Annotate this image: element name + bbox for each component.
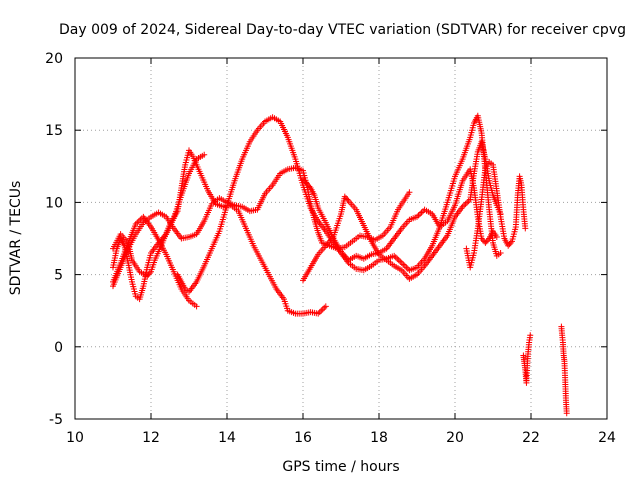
data-point: [417, 210, 424, 217]
data-point: [319, 306, 326, 313]
data-point: [563, 410, 570, 417]
data-point: [392, 254, 399, 261]
x-tick-label: 24: [598, 430, 616, 446]
series-track-9: [520, 332, 534, 386]
data-point: [305, 182, 312, 189]
data-point: [404, 265, 411, 272]
series-track-6: [300, 166, 500, 264]
data-point: [144, 273, 151, 280]
data-point: [201, 151, 208, 158]
y-tick-label: 5: [54, 268, 63, 284]
x-tick-label: 16: [294, 430, 312, 446]
data-point: [482, 239, 489, 246]
x-tick-label: 14: [218, 430, 236, 446]
grid-lines: [75, 58, 607, 419]
data-point: [406, 189, 413, 196]
y-tick-label: 10: [45, 195, 63, 211]
data-point: [301, 177, 308, 184]
data-point: [322, 303, 329, 310]
series-track-10: [558, 323, 570, 417]
data-point: [302, 179, 309, 186]
data-point: [395, 257, 402, 264]
data-point: [321, 304, 328, 311]
data-point: [522, 225, 529, 232]
data-point: [478, 235, 485, 242]
data-point: [145, 271, 152, 278]
data-point: [505, 242, 512, 249]
data-point: [507, 239, 514, 246]
data-point: [506, 241, 513, 248]
y-tick-label: -5: [49, 412, 63, 428]
data-point: [316, 309, 323, 316]
y-tick-label: 20: [45, 51, 63, 67]
series-track-7: [300, 138, 504, 284]
data-point: [300, 176, 306, 183]
x-tick-label: 22: [522, 430, 540, 446]
data-point: [401, 262, 408, 269]
data-point: [344, 196, 351, 203]
series-track-2: [110, 151, 208, 303]
series-track-3: [110, 147, 329, 317]
y-tick-label: 0: [54, 340, 63, 356]
data-point: [306, 183, 313, 190]
series-track-8: [463, 158, 529, 271]
series-track-1: [110, 164, 413, 290]
data-point: [343, 195, 350, 202]
data-point: [484, 236, 491, 243]
plot-area-border: [74, 57, 608, 420]
data-point: [464, 199, 471, 206]
x-axis-label: GPS time / hours: [282, 459, 399, 475]
x-tick-label: 10: [66, 430, 84, 446]
data-point: [398, 260, 405, 267]
data-point: [479, 236, 486, 243]
data-point: [527, 332, 534, 339]
data-point: [400, 261, 407, 268]
data-point: [303, 180, 310, 187]
data-point: [146, 270, 153, 277]
y-tick-label: 15: [45, 123, 63, 139]
data-points: [110, 112, 570, 417]
data-point: [341, 193, 348, 200]
series-track-4: [110, 213, 200, 310]
data-point: [135, 218, 142, 225]
x-tick-label: 18: [370, 430, 388, 446]
data-point: [497, 249, 504, 256]
data-point: [493, 234, 500, 241]
data-point: [483, 238, 490, 245]
x-tick-label: 20: [446, 430, 464, 446]
x-tick-label: 12: [142, 430, 160, 446]
data-point: [461, 202, 468, 209]
y-axis-label: SDTVAR / TECUs: [8, 181, 24, 296]
data-point: [193, 303, 200, 310]
series-track-5: [174, 112, 504, 295]
chart-title: Day 009 of 2024, Sidereal Day-to-day VTE…: [59, 22, 626, 38]
data-point: [462, 200, 469, 207]
data-point: [397, 258, 404, 265]
